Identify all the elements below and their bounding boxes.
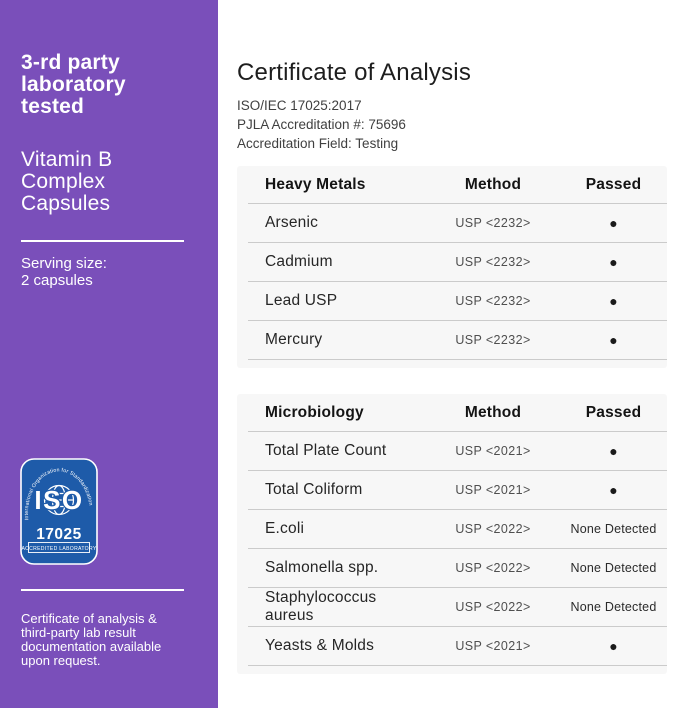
result-text: None Detected <box>570 600 657 614</box>
table-header-row: Microbiology Method Passed <box>248 394 667 432</box>
passed-dot: ● <box>609 332 618 348</box>
analyte-name: Yeasts & Molds <box>265 637 375 654</box>
analyte-name: Total Coliform <box>265 481 363 498</box>
passed-dot: ● <box>609 293 618 309</box>
serving-size-label: Serving size: <box>21 255 107 272</box>
column-header: Heavy Metals <box>265 175 366 193</box>
availability-note: Certificate of analysis & third-party la… <box>21 612 206 668</box>
divider <box>21 240 184 242</box>
serving-size: Serving size: 2 capsules <box>21 255 107 289</box>
heading-line: 3-rd party <box>21 51 120 74</box>
note-line: third-party lab result <box>21 625 136 640</box>
analyte-name: E.coli <box>265 520 305 537</box>
table-row: E.coli USP <2022> None Detected <box>248 510 667 549</box>
table-row: Cadmium USP <2232> ● <box>248 243 667 282</box>
analyte-name: Mercury <box>265 331 323 348</box>
method-value: USP <2021> <box>455 639 531 653</box>
table-header-row: Heavy Metals Method Passed <box>248 166 667 204</box>
iso-17025-badge-icon: International Organization for Standardi… <box>20 458 98 565</box>
passed-dot: ● <box>609 482 618 498</box>
analyte-name: Arsenic <box>265 214 319 231</box>
column-header: Method <box>464 175 522 193</box>
passed-dot: ● <box>609 638 618 654</box>
passed-dot: ● <box>609 254 618 270</box>
sidebar-heading: 3-rd party laboratory tested <box>21 52 126 118</box>
analyte-name: Cadmium <box>265 253 333 270</box>
meta-line: PJLA Accreditation #: 75696 <box>237 117 406 132</box>
method-value: USP <2022> <box>455 561 531 575</box>
analyte-name: Staphylococcus aureus <box>265 589 377 624</box>
method-value: USP <2232> <box>455 255 531 269</box>
analyte-name: Total Plate Count <box>265 442 387 459</box>
product-line: Vitamin B <box>21 148 113 171</box>
table-row: Total Plate Count USP <2021> ● <box>248 432 667 471</box>
accreditation-info: ISO/IEC 17025:2017 PJLA Accreditation #:… <box>237 96 406 153</box>
table-row: Staphylococcus aureus USP <2022> None De… <box>248 588 667 627</box>
passed-dot: ● <box>609 215 618 231</box>
product-line: Capsules <box>21 192 111 215</box>
result-text: None Detected <box>570 561 657 575</box>
heading-line: laboratory <box>21 73 126 96</box>
column-header: Method <box>464 403 522 421</box>
method-value: USP <2021> <box>455 444 531 458</box>
badge-number: 17025 <box>36 526 82 543</box>
method-value: USP <2022> <box>455 600 531 614</box>
purple-sidebar: 3-rd party laboratory tested Vitamin B C… <box>0 0 218 708</box>
analyte-name: Salmonella spp. <box>265 559 379 576</box>
product-name: Vitamin B Complex Capsules <box>21 149 112 215</box>
analyte-name: Lead USP <box>265 292 338 309</box>
column-header: Passed <box>585 403 642 421</box>
page-title: Certificate of Analysis <box>237 59 472 87</box>
method-value: USP <2022> <box>455 522 531 536</box>
table-row: Salmonella spp. USP <2022> None Detected <box>248 549 667 588</box>
meta-line: Accreditation Field: Testing <box>237 136 399 151</box>
passed-dot: ● <box>609 443 618 459</box>
badge-iso-text: ISO <box>34 485 83 515</box>
table-row: Lead USP USP <2232> ● <box>248 282 667 321</box>
note-line: upon request. <box>21 653 101 668</box>
badge-accredited-label: ACCREDITED LABORATORY <box>21 546 96 552</box>
serving-size-value: 2 capsules <box>21 272 93 289</box>
product-line: Complex <box>21 170 106 193</box>
note-line: Certificate of analysis & <box>21 611 157 626</box>
table-row: Yeasts & Molds USP <2021> ● <box>248 627 667 666</box>
heading-line: tested <box>21 95 85 118</box>
table-row: Total Coliform USP <2021> ● <box>248 471 667 510</box>
table-row: Mercury USP <2232> ● <box>248 321 667 360</box>
meta-line: ISO/IEC 17025:2017 <box>237 98 362 113</box>
heavy-metals-table: Heavy Metals Method Passed Arsenic USP <… <box>237 166 667 368</box>
result-text: None Detected <box>570 522 657 536</box>
method-value: USP <2232> <box>455 216 531 230</box>
microbiology-table: Microbiology Method Passed Total Plate C… <box>237 394 667 674</box>
method-value: USP <2232> <box>455 294 531 308</box>
table-row: Arsenic USP <2232> ● <box>248 204 667 243</box>
divider <box>21 589 184 591</box>
note-line: documentation available <box>21 639 162 654</box>
method-value: USP <2021> <box>455 483 531 497</box>
column-header: Microbiology <box>265 403 364 421</box>
method-value: USP <2232> <box>455 333 531 347</box>
column-header: Passed <box>585 175 642 193</box>
